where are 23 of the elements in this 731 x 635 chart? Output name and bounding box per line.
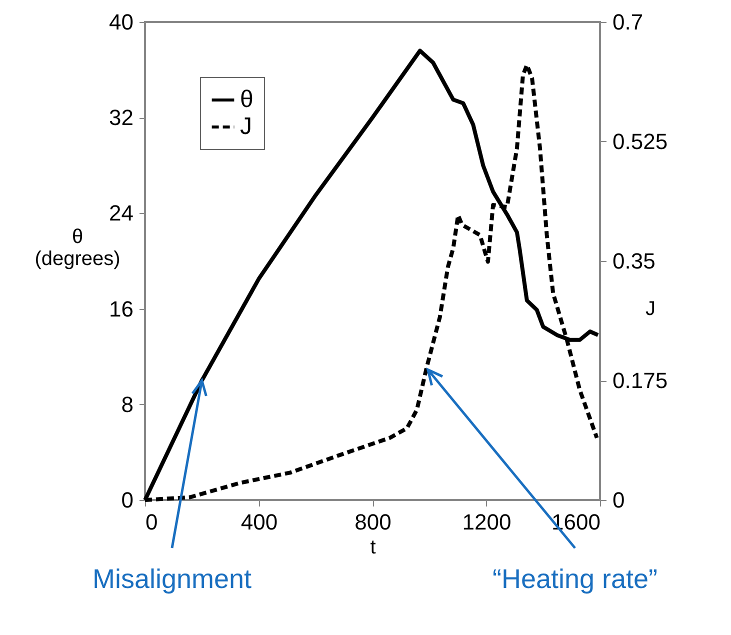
y-axis-title: θ (degrees) [34, 226, 120, 270]
y2-axis-title: J [646, 298, 656, 320]
x-tick-label: 400 [240, 510, 278, 534]
annotation: Misalignment [92, 564, 252, 595]
y2-tick-label: 0 [612, 488, 625, 512]
y-tick-label: 40 [109, 10, 134, 34]
y-tick-label: 8 [121, 392, 134, 417]
y2-tick-label: 0.7 [612, 10, 644, 34]
y2-tick-label: 0.525 [612, 129, 668, 154]
y2-tick-label: 0.35 [612, 248, 656, 274]
y-tick-label: 24 [109, 200, 134, 226]
x-axis-title: t [370, 536, 376, 558]
x-tick-label: 1600 [552, 510, 600, 534]
y2-tick-label: 0.175 [612, 368, 668, 393]
legend-label: J [240, 113, 252, 140]
legend-label: θ [240, 86, 254, 113]
x-tick-label: 800 [354, 510, 392, 534]
x-tick-label: 0 [146, 510, 158, 534]
y-tick-label: 32 [109, 105, 134, 130]
x-tick-label: 1200 [462, 510, 512, 534]
y-tick-label: 0 [121, 488, 134, 512]
annotation: “Heating rate” [492, 564, 658, 595]
y-tick-label: 16 [109, 296, 134, 322]
